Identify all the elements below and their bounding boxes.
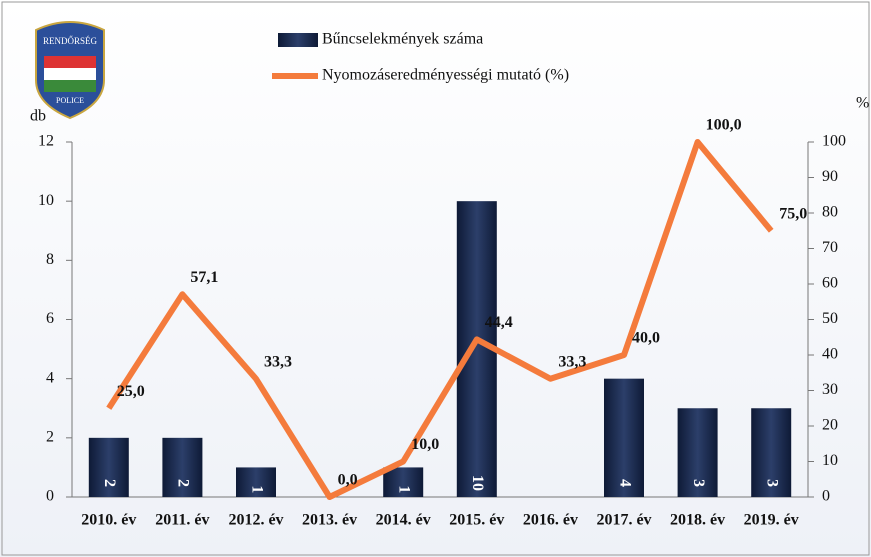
bar-label: 3 — [690, 479, 707, 487]
y2-tick-label: 0 — [822, 488, 830, 505]
bar-label: 4 — [616, 479, 633, 487]
bar-label: 2 — [175, 479, 192, 487]
line-label: 40,0 — [632, 330, 660, 347]
x-tick-label: 2016. év — [523, 512, 578, 529]
y2-tick-label: 20 — [822, 417, 838, 434]
line-label: 0,0 — [338, 472, 358, 489]
bar-label: 3 — [764, 479, 781, 487]
line-label: 33,3 — [558, 353, 586, 370]
y-tick-label: 6 — [46, 310, 54, 327]
bar-label: 2 — [101, 479, 118, 487]
y-tick-label: 2 — [46, 429, 54, 446]
x-tick-label: 2014. év — [376, 512, 431, 529]
y-tick-label: 10 — [38, 192, 54, 209]
line-label: 75,0 — [779, 205, 807, 222]
y-tick-label: 8 — [46, 251, 54, 268]
line-label: 25,0 — [117, 383, 145, 400]
y2-tick-label: 80 — [822, 204, 838, 221]
logo-top: RENDŐRSÉG — [43, 36, 98, 46]
y2-tick-label: 90 — [822, 168, 838, 185]
line-label: 100,0 — [706, 117, 742, 134]
legend-label: Bűncselekmények száma — [322, 31, 483, 48]
bar — [604, 378, 644, 497]
x-tick-label: 2015. év — [449, 512, 504, 529]
logo: RENDŐRSÉG POLICE — [35, 21, 105, 120]
line-label: 33,3 — [264, 353, 292, 370]
line — [106, 139, 774, 500]
line-label: 57,1 — [190, 269, 218, 286]
y-tick-label: 0 — [46, 488, 54, 505]
x-tick-label: 2013. év — [302, 512, 357, 529]
line-label: 44,4 — [485, 314, 513, 331]
bar-label: 1 — [248, 485, 265, 493]
x-tick-label: 2010. év — [81, 512, 136, 529]
logo-bottom: POLICE — [56, 96, 84, 105]
y-tick-label: 4 — [46, 369, 54, 386]
x-tick-label: 2011. év — [155, 512, 209, 529]
x-tick-label: 2012. év — [228, 512, 283, 529]
bar — [677, 408, 718, 497]
y2-tick-label: 50 — [822, 310, 838, 327]
y-axis-label: db — [30, 108, 46, 125]
x-tick-label: 2017. év — [596, 512, 651, 529]
y-tick-label: 12 — [38, 133, 54, 150]
legend-swatch — [278, 33, 318, 47]
x-tick-label: 2018. év — [670, 512, 725, 529]
y2-tick-label: 10 — [822, 452, 838, 469]
bar — [751, 408, 792, 497]
y2-tick-label: 60 — [822, 275, 838, 292]
x-tick-label: 2019. év — [744, 512, 799, 529]
legend-label: Nyomozáseredményességi mutató (%) — [322, 67, 569, 84]
bar — [236, 467, 276, 497]
y2-tick-label: 40 — [822, 346, 838, 363]
bar-label: 1 — [396, 485, 413, 493]
bar-label: 10 — [469, 475, 486, 491]
bar — [383, 467, 424, 497]
y2-tick-label: 70 — [822, 239, 838, 256]
y2-tick-label: 100 — [822, 133, 846, 150]
bar — [88, 437, 129, 497]
line-label: 10,0 — [411, 436, 439, 453]
y2-axis-label: % — [856, 95, 869, 112]
bar — [162, 437, 203, 497]
y2-tick-label: 30 — [822, 381, 838, 398]
